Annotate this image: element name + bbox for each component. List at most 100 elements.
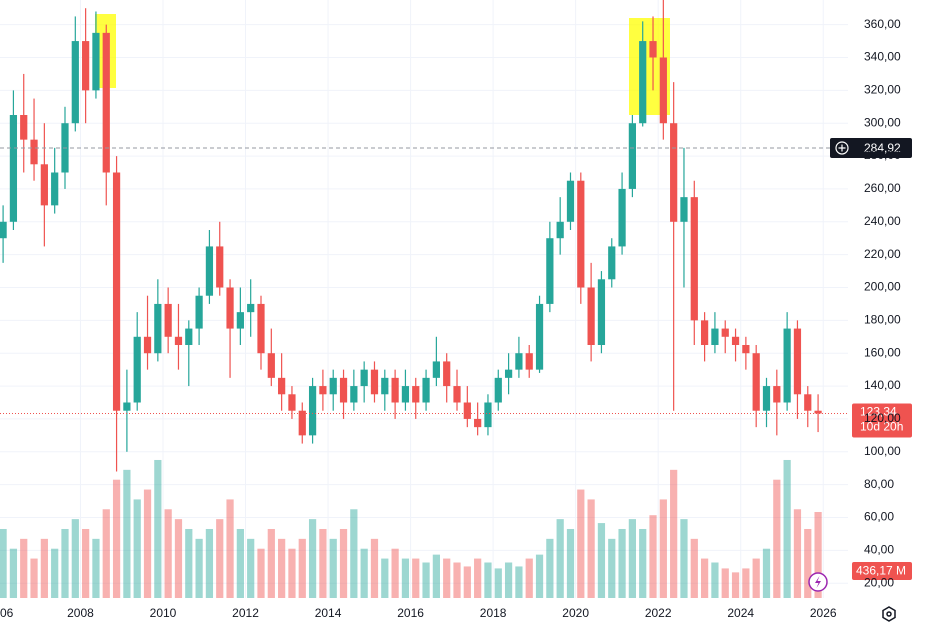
candle-body (51, 172, 59, 206)
volume-bar (9, 548, 18, 598)
y-tick-label: 100,00 (864, 444, 901, 458)
lightning-icon (815, 576, 821, 588)
y-tick-label: 40,00 (864, 543, 894, 557)
volume-bar (40, 538, 48, 598)
volume-bar (721, 568, 729, 598)
volume-bar (205, 528, 214, 598)
candle-body (339, 377, 348, 403)
candle-body (123, 402, 131, 411)
volume-bar (711, 562, 719, 598)
volume-bar (329, 538, 337, 598)
candle-body (597, 279, 606, 345)
volume-bar (216, 519, 224, 598)
candle-body (329, 377, 337, 395)
volume-bar (762, 548, 771, 598)
volume-bar (680, 519, 688, 598)
candle-body (133, 336, 141, 403)
x-tick-label: 2022 (645, 606, 672, 620)
candle-body (680, 197, 688, 222)
volume-bar (566, 528, 575, 598)
volume-bar (773, 479, 781, 598)
candle-body (814, 410, 822, 414)
volume-bar (350, 509, 358, 598)
crosshair-box (830, 137, 912, 158)
candle-body (370, 369, 379, 395)
x-tick-label: 2020 (562, 606, 589, 620)
candle-body (670, 123, 678, 222)
volume-bar (51, 548, 59, 598)
volume-bar (690, 538, 698, 598)
candle-body (422, 377, 430, 403)
volume-bar (71, 519, 79, 598)
volume-bar (267, 528, 275, 598)
candle-body (360, 369, 368, 387)
x-tick-label: 2016 (397, 606, 424, 620)
volume-bar (412, 558, 420, 598)
volume-bar (731, 572, 740, 598)
candle-body (783, 328, 791, 403)
volume-bar (226, 499, 234, 598)
volume-bar (618, 528, 626, 598)
y-tick-label: 60,00 (864, 510, 894, 524)
candle-body (700, 320, 709, 345)
volume-bar (546, 538, 554, 598)
volume-bar (742, 568, 750, 598)
grid (0, 0, 848, 598)
last-price-label: 123,34 (860, 405, 897, 419)
volume-bar (123, 469, 131, 598)
candle-body (762, 386, 771, 411)
candle-body (401, 386, 410, 403)
volume-bar (143, 489, 152, 598)
volume-bar (752, 558, 760, 598)
candle-body (690, 197, 698, 321)
settings-icon[interactable] (882, 606, 896, 622)
volume-bar (793, 509, 802, 598)
y-tick-label: 160,00 (864, 345, 901, 359)
volume-bar (92, 538, 100, 598)
x-tick-label: 2024 (727, 606, 754, 620)
candle-body (257, 303, 265, 354)
candle-body (0, 221, 7, 239)
axes: 20,00 40,00 60,00 80,00 100,00 120,00 140,00 16… (0, 17, 901, 620)
volume-bar (102, 509, 110, 598)
volume-bar (278, 538, 286, 598)
candle-body (556, 221, 564, 239)
volume-bar (0, 528, 7, 598)
volume-bar (308, 519, 317, 598)
volume-bar (484, 562, 492, 598)
volume-bar (504, 562, 513, 598)
candle-body (350, 386, 358, 403)
volume-bar (61, 528, 69, 598)
volume-bar (401, 558, 410, 598)
volume-bar (608, 538, 616, 598)
volume-pane (0, 459, 822, 598)
candle-body (185, 328, 193, 345)
candle-body (711, 328, 719, 345)
volume-bar (112, 479, 121, 598)
volume-bar (164, 509, 172, 598)
candle-body (628, 123, 636, 189)
y-tick-label: 320,00 (864, 83, 901, 97)
candle-body (474, 418, 482, 428)
candle-body (30, 139, 38, 165)
volume-bar (381, 558, 389, 598)
volume-bar (174, 519, 183, 598)
y-tick-label: 240,00 (864, 214, 901, 228)
candle-body (608, 246, 616, 280)
volume-bar (474, 558, 482, 598)
candle-body (226, 287, 234, 329)
candle-body (216, 246, 224, 288)
volume-bar (247, 538, 255, 598)
last-price-box (852, 403, 912, 438)
volume-bar (370, 538, 379, 598)
y-tick-label: 300,00 (864, 115, 901, 129)
candle-body (391, 377, 399, 403)
volume-bar (422, 562, 430, 598)
y-tick-label: 360,00 (864, 17, 901, 31)
candle-body (793, 328, 802, 395)
candle-body (546, 238, 554, 304)
candle-body (71, 41, 79, 124)
candle-body (639, 41, 647, 124)
candle-body (143, 336, 152, 354)
